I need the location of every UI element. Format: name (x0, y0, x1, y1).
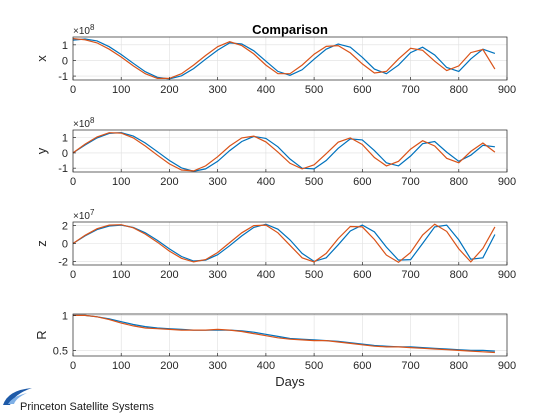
y-tick-label: -1 (58, 71, 68, 83)
figure-title: Comparison (252, 22, 328, 37)
x-tick-label: 700 (401, 360, 419, 372)
x-tick-label: 100 (112, 176, 130, 188)
x-tick-label: 500 (305, 360, 323, 372)
y-exponent-label: ×108 (73, 116, 95, 130)
y-exponent-label: ×108 (73, 23, 95, 37)
x-tick-label: 800 (450, 360, 468, 372)
logo-text: Princeton Satellite Systems (20, 401, 154, 413)
x-tick-label: 900 (498, 176, 516, 188)
y-tick-label: 0.5 (53, 345, 68, 357)
chart-panel-R: 0 100 200 300 400 500 600 700 800 900 0.5 1 R Days (34, 310, 516, 389)
x-tick-label: 900 (498, 360, 516, 372)
y-axis-label: y (34, 147, 49, 154)
x-tick-label: 0 (70, 84, 76, 96)
axes-box (72, 129, 508, 173)
x-tick-label: 300 (208, 84, 226, 96)
x-tick-label: 800 (450, 269, 468, 281)
x-tick-label: 400 (257, 84, 275, 96)
x-tick-label: 800 (450, 84, 468, 96)
x-tick-label: 100 (112, 360, 130, 372)
x-tick-label: 400 (257, 360, 275, 372)
x-tick-label: 0 (70, 176, 76, 188)
y-axis-label: z (34, 240, 49, 247)
y-tick-label: 2 (62, 221, 68, 233)
swoosh-icon (3, 388, 32, 405)
x-tick-label: 600 (353, 269, 371, 281)
x-tick-label: 300 (208, 360, 226, 372)
x-tick-label: 200 (160, 360, 178, 372)
y-exponent-power: 8 (90, 23, 95, 32)
x-tick-label: 300 (208, 176, 226, 188)
y-tick-label: 0 (62, 148, 68, 160)
y-tick-label: 1 (62, 133, 68, 145)
y-axis-label: x (34, 55, 49, 62)
x-tick-label: 600 (353, 176, 371, 188)
x-tick-label: 200 (160, 269, 178, 281)
y-tick-label: 0 (62, 55, 68, 67)
y-exponent-power: 8 (90, 116, 95, 125)
x-tick-label: 200 (160, 84, 178, 96)
y-axis-label: R (34, 330, 49, 339)
y-tick-label: 1 (62, 40, 68, 52)
y-exponent-label: ×107 (73, 208, 95, 222)
series-line-1 (73, 314, 495, 352)
x-tick-label: 200 (160, 176, 178, 188)
series-line-1 (72, 131, 495, 172)
x-tick-label: 500 (305, 269, 323, 281)
plot-area (73, 37, 507, 80)
y-tick-label: -1 (58, 163, 68, 175)
x-tick-label: 700 (401, 84, 419, 96)
x-tick-label: 100 (112, 84, 130, 96)
y-exponent-power: 7 (90, 208, 95, 217)
x-tick-label: 700 (401, 176, 419, 188)
x-tick-label: 100 (112, 269, 130, 281)
x-tick-label: 0 (70, 269, 76, 281)
series-line-2 (72, 38, 496, 79)
y-tick-label: 1 (62, 310, 68, 322)
x-tick-label: 500 (305, 84, 323, 96)
series-line-1 (72, 223, 496, 263)
x-tick-label: 400 (257, 176, 275, 188)
x-tick-label: 700 (401, 269, 419, 281)
y-tick-label: 0 (62, 239, 68, 251)
series-line-2 (72, 223, 496, 264)
x-tick-label: 400 (257, 269, 275, 281)
x-tick-label: 900 (498, 84, 516, 96)
logo: Princeton Satellite Systems (3, 388, 154, 413)
x-tick-label: 500 (305, 176, 323, 188)
x-tick-label: 0 (70, 360, 76, 372)
axes-box (72, 36, 508, 81)
axes-box (72, 313, 508, 357)
x-axis-label: Days (275, 374, 305, 389)
x-tick-label: 900 (498, 269, 516, 281)
x-tick-label: 600 (353, 360, 371, 372)
series-line-2 (72, 132, 496, 172)
swoosh-icon-inner (8, 393, 27, 404)
series-line-2 (73, 314, 495, 354)
plot-area (73, 130, 507, 172)
x-tick-label: 800 (450, 176, 468, 188)
y-tick-label: -2 (58, 256, 68, 268)
x-tick-label: 600 (353, 84, 371, 96)
x-tick-label: 300 (208, 269, 226, 281)
